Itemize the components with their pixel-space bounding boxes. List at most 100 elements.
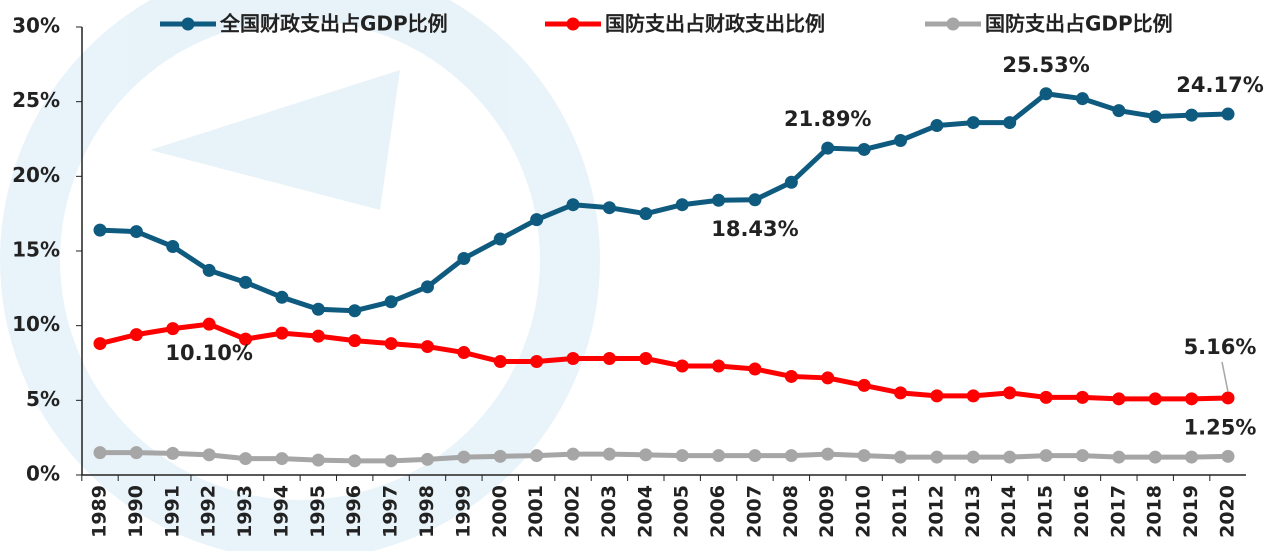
data-point <box>348 334 362 348</box>
x-tick-label: 2020 <box>1217 485 1239 538</box>
data-point <box>239 332 253 346</box>
data-point <box>857 378 871 392</box>
x-tick-label: 1994 <box>270 485 292 538</box>
data-point <box>493 449 507 463</box>
x-tick-label: 1990 <box>125 485 147 538</box>
x-tick-label: 1996 <box>343 485 365 538</box>
data-point <box>1003 386 1017 400</box>
x-tick-label: 2012 <box>925 485 947 538</box>
y-tick-label: 25% <box>12 88 60 112</box>
data-point <box>1148 110 1162 124</box>
data-point <box>1221 107 1235 121</box>
data-point <box>384 454 398 468</box>
data-point <box>202 263 216 277</box>
x-tick-label: 2008 <box>780 485 802 538</box>
data-point <box>1039 390 1053 404</box>
x-tick-label: 2015 <box>1035 485 1057 538</box>
data-point <box>1075 92 1089 106</box>
data-point <box>602 352 616 366</box>
x-tick-label: 2010 <box>853 485 875 538</box>
data-point <box>566 198 580 212</box>
y-tick-label: 20% <box>12 163 60 187</box>
x-tick-label: 2019 <box>1180 485 1202 538</box>
data-point <box>493 232 507 246</box>
y-tick-label: 15% <box>12 238 60 262</box>
data-point <box>129 328 143 342</box>
data-point <box>1148 392 1162 406</box>
x-tick-label: 2004 <box>634 485 656 538</box>
x-tick-label: 2003 <box>598 485 620 538</box>
y-tick-label: 10% <box>12 312 60 336</box>
data-point <box>566 352 580 366</box>
x-tick-label: 2000 <box>489 485 511 538</box>
data-point <box>784 449 798 463</box>
data-point <box>166 240 180 254</box>
data-point <box>420 340 434 354</box>
x-tick-label: 2006 <box>707 485 729 538</box>
data-point <box>1185 392 1199 406</box>
legend-marker <box>181 17 195 31</box>
data-point <box>457 346 471 360</box>
data-point <box>857 142 871 156</box>
watermark-ring <box>0 0 600 551</box>
data-label: 21.89% <box>784 107 871 131</box>
x-tick-label: 1997 <box>380 485 402 538</box>
data-point <box>239 452 253 466</box>
data-point <box>566 447 580 461</box>
x-tick-label: 2005 <box>671 485 693 538</box>
data-point <box>275 290 289 304</box>
data-point <box>675 198 689 212</box>
data-point <box>275 326 289 340</box>
data-point <box>966 389 980 403</box>
x-tick-label: 1999 <box>452 485 474 538</box>
data-point <box>712 449 726 463</box>
x-tick-label: 2017 <box>1107 485 1129 538</box>
legend-label: 全国财政支出占GDP比例 <box>219 12 448 36</box>
data-point <box>821 371 835 385</box>
legend-marker <box>566 17 580 31</box>
data-point <box>748 362 762 376</box>
legend-marker <box>946 17 960 31</box>
x-tick-label: 2014 <box>998 485 1020 538</box>
data-label: 1.25% <box>1184 415 1257 439</box>
data-point <box>1221 391 1235 405</box>
data-point <box>384 337 398 351</box>
data-point <box>857 449 871 463</box>
data-point <box>930 389 944 403</box>
data-point <box>457 251 471 265</box>
data-point <box>1003 450 1017 464</box>
data-point <box>1075 390 1089 404</box>
legend-label: 国防支出占财政支出比例 <box>605 12 825 36</box>
data-label: 10.10% <box>165 341 252 365</box>
data-point <box>457 450 471 464</box>
data-point <box>420 280 434 294</box>
data-point <box>1075 449 1089 463</box>
data-point <box>1112 104 1126 118</box>
data-point <box>384 295 398 309</box>
y-tick-label: 0% <box>26 462 60 486</box>
y-tick-label: 5% <box>26 387 60 411</box>
data-point <box>239 275 253 289</box>
x-tick-label: 1992 <box>198 485 220 538</box>
data-point <box>493 355 507 369</box>
data-point <box>93 446 107 460</box>
data-point <box>784 175 798 189</box>
data-point <box>821 141 835 155</box>
data-point <box>966 450 980 464</box>
data-label: 18.43% <box>711 217 798 241</box>
data-point <box>639 207 653 221</box>
data-point <box>821 447 835 461</box>
x-tick-label: 2007 <box>743 485 765 538</box>
x-tick-label: 2018 <box>1144 485 1166 538</box>
data-label: 25.53% <box>1002 53 1089 77</box>
series-line <box>99 321 1229 402</box>
data-point <box>930 119 944 133</box>
data-point <box>602 201 616 215</box>
data-point <box>348 304 362 318</box>
data-point <box>602 447 616 461</box>
data-point <box>93 337 107 351</box>
data-point <box>639 352 653 366</box>
data-point <box>348 454 362 468</box>
x-tick-label: 2013 <box>962 485 984 538</box>
data-point <box>712 193 726 207</box>
